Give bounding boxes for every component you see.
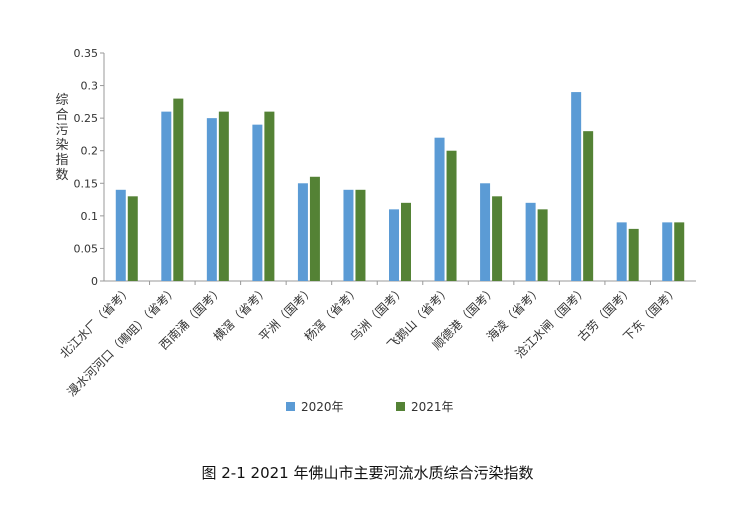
- y-tick-label: 0.3: [81, 80, 99, 93]
- bar-2021: [537, 209, 548, 281]
- bar-2020: [252, 124, 263, 282]
- bar-2020: [343, 189, 354, 281]
- legend-item-2020: 2020年: [286, 398, 344, 415]
- bar-2021: [674, 222, 685, 281]
- y-axis-label-char: 指: [55, 153, 68, 168]
- bar-2020: [206, 118, 217, 282]
- y-axis-label-char: 污: [55, 123, 68, 138]
- y-tick-label: 0.35: [74, 47, 99, 60]
- y-axis-label-char: 合: [55, 108, 68, 123]
- bar-2020: [297, 183, 308, 281]
- bar-2021: [583, 131, 594, 281]
- y-axis-label-char: 数: [55, 168, 68, 183]
- figure-caption: 图 2-1 2021 年佛山市主要河流水质综合污染指数: [201, 464, 534, 482]
- bar-2021: [127, 196, 138, 281]
- bar-2021: [401, 202, 411, 281]
- bar-2021: [446, 150, 457, 281]
- y-axis-label-char: 综: [55, 93, 68, 108]
- bar-2020: [161, 111, 172, 281]
- bar-2021: [264, 111, 275, 281]
- y-tick-label: 0.1: [81, 210, 99, 223]
- bar-2020: [115, 189, 126, 281]
- y-tick-label: 0: [91, 275, 98, 288]
- bar-2020: [662, 222, 673, 281]
- bar-2021: [355, 189, 366, 281]
- legend-label-2020: 2020年: [301, 400, 344, 414]
- y-tick-label: 0.15: [74, 177, 99, 190]
- legend-label-2021: 2021年: [411, 400, 454, 414]
- bar-2020: [571, 92, 582, 281]
- bar-2021: [173, 98, 184, 281]
- bar-2021: [218, 111, 229, 281]
- y-tick-label: 0.05: [74, 242, 99, 255]
- bar-chart: 00.050.10.150.20.250.30.35综合污染指数北江水厂（省考）…: [55, 47, 696, 399]
- bar-2020: [616, 222, 627, 281]
- bar-2020: [389, 209, 399, 281]
- bar-2021: [309, 176, 320, 281]
- bar-2021: [492, 196, 503, 281]
- legend-swatch-2020: [286, 402, 295, 411]
- legend-item-2021: 2021年: [396, 398, 454, 415]
- bar-2021: [628, 228, 639, 281]
- y-tick-label: 0.2: [81, 145, 99, 158]
- y-axis-label-char: 染: [55, 138, 68, 153]
- legend-swatch-2021: [396, 402, 405, 411]
- y-tick-label: 0.25: [74, 112, 99, 125]
- bar-2020: [525, 202, 536, 281]
- bar-2020: [480, 183, 491, 281]
- bar-2020: [434, 137, 445, 281]
